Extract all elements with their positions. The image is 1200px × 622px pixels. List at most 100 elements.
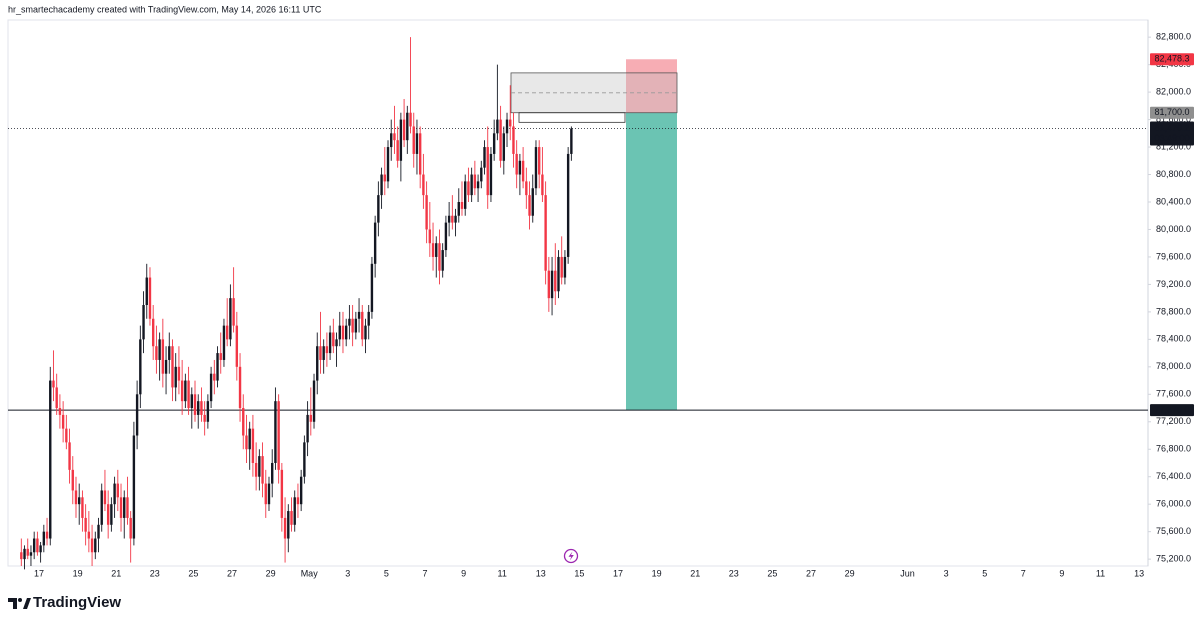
candle-body: [370, 263, 374, 312]
candle-body: [45, 531, 49, 539]
candle-body: [509, 119, 512, 127]
candle-body: [290, 511, 293, 525]
candle-body: [206, 401, 210, 422]
candle-body: [110, 504, 113, 525]
candle-body: [283, 517, 287, 539]
target-zone: [626, 112, 677, 411]
candle-body: [454, 215, 457, 223]
x-tick-label: 5: [982, 568, 987, 578]
logo-dot: [18, 598, 22, 602]
stop-zone: [626, 59, 677, 113]
replay-icon[interactable]: [563, 548, 579, 564]
x-tick-label: 21: [690, 568, 700, 578]
candle-body: [267, 483, 271, 505]
candle-body: [531, 188, 534, 216]
candle-body: [52, 380, 55, 388]
candle-body: [344, 325, 348, 340]
candle-body: [422, 174, 425, 196]
candle-body: [354, 318, 358, 333]
plot-layer: 17 19 21 23 25 27 29 May 3 5 7 9 11 13 15 17 19 21 23 25 27 2…: [8, 32, 1194, 578]
candle-body: [180, 380, 184, 402]
candle-body: [251, 428, 255, 463]
x-tick-label: 5: [384, 568, 389, 578]
logo-slash: [23, 598, 31, 609]
candle-body: [515, 153, 518, 175]
x-tick-label: 27: [227, 568, 237, 578]
candle-body: [460, 202, 464, 209]
y-tick-label: 76,400.0: [1156, 471, 1191, 481]
entry-label: 81,700.0: [1154, 107, 1189, 117]
candle-body: [435, 243, 438, 257]
candle-body: [287, 511, 290, 539]
candle-body: [277, 401, 280, 470]
candle-body: [293, 497, 296, 525]
candle-body: [100, 490, 103, 525]
candle-body: [81, 497, 84, 518]
candle-body: [87, 531, 91, 539]
candle-body: [161, 339, 165, 374]
candle-body: [386, 147, 390, 182]
last-price-box: [1150, 121, 1194, 146]
candle-body: [58, 408, 62, 415]
candle-body: [570, 128, 573, 154]
logo[interactable]: TradingView: [8, 594, 121, 611]
stop-label-box: [1150, 53, 1194, 66]
y-tick-label: 75,600.0: [1156, 526, 1191, 536]
candle-body: [496, 119, 499, 134]
candle-body: [402, 119, 406, 141]
entry-label-box: [1150, 106, 1194, 119]
candle-body: [90, 538, 94, 553]
candle-body: [148, 277, 152, 319]
candle-body: [190, 394, 193, 409]
y-tick-label: 82,000.0: [1156, 86, 1191, 96]
candle-body: [271, 462, 274, 484]
candle-body: [399, 119, 403, 161]
candle-body: [447, 215, 451, 223]
candle-body: [123, 497, 126, 518]
candle-body: [431, 243, 435, 257]
candle-body: [261, 456, 264, 484]
candle-body: [184, 380, 187, 402]
candle-body: [550, 270, 554, 299]
y-tick-label: 78,000.0: [1156, 361, 1191, 371]
candle-body: [258, 456, 261, 477]
target-label-box: [1150, 404, 1194, 417]
candle-body: [322, 346, 325, 360]
candle-body: [505, 119, 509, 134]
candle-body: [200, 401, 203, 415]
candle-body: [119, 497, 123, 518]
candle-body: [126, 497, 129, 518]
candle-body: [103, 490, 107, 505]
candle-body: [135, 394, 139, 436]
stop-label: 82,478.3: [1154, 54, 1189, 64]
candle-body: [357, 311, 361, 319]
x-tick-label: 29: [845, 568, 855, 578]
candle-body: [222, 325, 226, 360]
candle-body: [412, 126, 415, 154]
logo-mark: [8, 598, 17, 609]
y-tick-label: 75,200.0: [1156, 554, 1191, 564]
candle-body: [235, 325, 239, 367]
candle-body: [97, 524, 100, 539]
candle-body: [525, 181, 528, 196]
x-tick-label: 13: [536, 568, 546, 578]
candle-body: [116, 483, 120, 498]
candle-body: [187, 380, 190, 409]
x-tick-label: 23: [729, 568, 739, 578]
header-text: hr_smartechacademy created with TradingV…: [8, 4, 322, 14]
candle-body: [94, 538, 97, 553]
candle-body: [492, 133, 496, 154]
candle-body: [74, 490, 78, 505]
candle-body: [547, 270, 551, 299]
candle-body: [476, 181, 480, 189]
candle-body: [319, 346, 322, 360]
candle-body: [418, 133, 422, 175]
candle-body: [238, 366, 242, 409]
candle-body: [139, 339, 142, 395]
x-tick-label: 15: [574, 568, 584, 578]
icon-circle: [563, 548, 579, 564]
y-tick-label: 79,200.0: [1156, 279, 1191, 289]
candle-body: [49, 380, 52, 539]
x-tick-label: 25: [188, 568, 198, 578]
